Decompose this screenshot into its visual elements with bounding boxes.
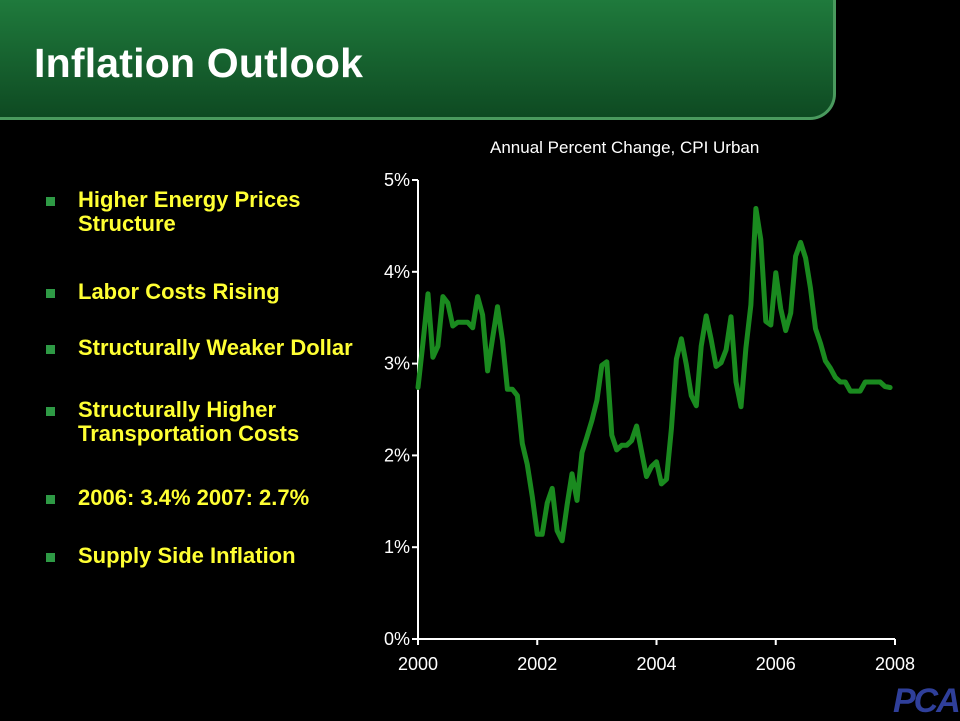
cpi-line-chart: 0% 1% 2% 3% 4% 5% 2000 2002 2004 2006 2008 (384, 170, 915, 674)
bullet-square-icon (46, 495, 55, 504)
bullet-item: Supply Side Inflation (44, 544, 354, 568)
pca-logo: PCA (893, 682, 960, 720)
bullet-square-icon (46, 289, 55, 298)
bullet-item: Higher Energy Prices Structure (44, 188, 354, 236)
bullet-square-icon (46, 553, 55, 562)
bullet-item: 2006: 3.4% 2007: 2.7% (44, 486, 354, 510)
title-banner: Inflation Outlook (0, 0, 836, 120)
y-tick-label: 1% (384, 537, 410, 557)
bullet-square-icon (46, 407, 55, 416)
bullet-text: Supply Side Inflation (78, 543, 296, 568)
bullet-text: Labor Costs Rising (78, 279, 280, 304)
cpi-series-line (415, 206, 893, 544)
y-tick-label: 3% (384, 354, 410, 374)
x-tick-label: 2006 (756, 654, 796, 674)
y-tick-label: 5% (384, 170, 410, 190)
x-tick-label: 2008 (875, 654, 915, 674)
slide-title: Inflation Outlook (34, 40, 364, 86)
y-tick-label: 4% (384, 262, 410, 282)
bullet-item: Structurally Weaker Dollar (44, 336, 354, 360)
bullet-square-icon (46, 345, 55, 354)
bullet-text: 2006: 3.4% 2007: 2.7% (78, 485, 310, 510)
bullet-text: Structurally Higher Transportation Costs (78, 397, 300, 446)
bullet-text: Structurally Weaker Dollar (78, 335, 353, 360)
bullet-item: Structurally Higher Transportation Costs (44, 398, 354, 446)
chart-caption: Annual Percent Change, CPI Urban (490, 138, 760, 157)
x-tick-label: 2002 (517, 654, 557, 674)
bullet-square-icon (46, 197, 55, 206)
y-tick-label: 0% (384, 629, 410, 649)
bullet-text: Higher Energy Prices Structure (78, 187, 301, 236)
x-tick-label: 2004 (636, 654, 676, 674)
x-tick-label: 2000 (398, 654, 438, 674)
bullet-item: Labor Costs Rising (44, 280, 354, 304)
y-tick-label: 2% (384, 445, 410, 465)
bullet-list: Higher Energy Prices Structure Labor Cos… (44, 188, 354, 568)
